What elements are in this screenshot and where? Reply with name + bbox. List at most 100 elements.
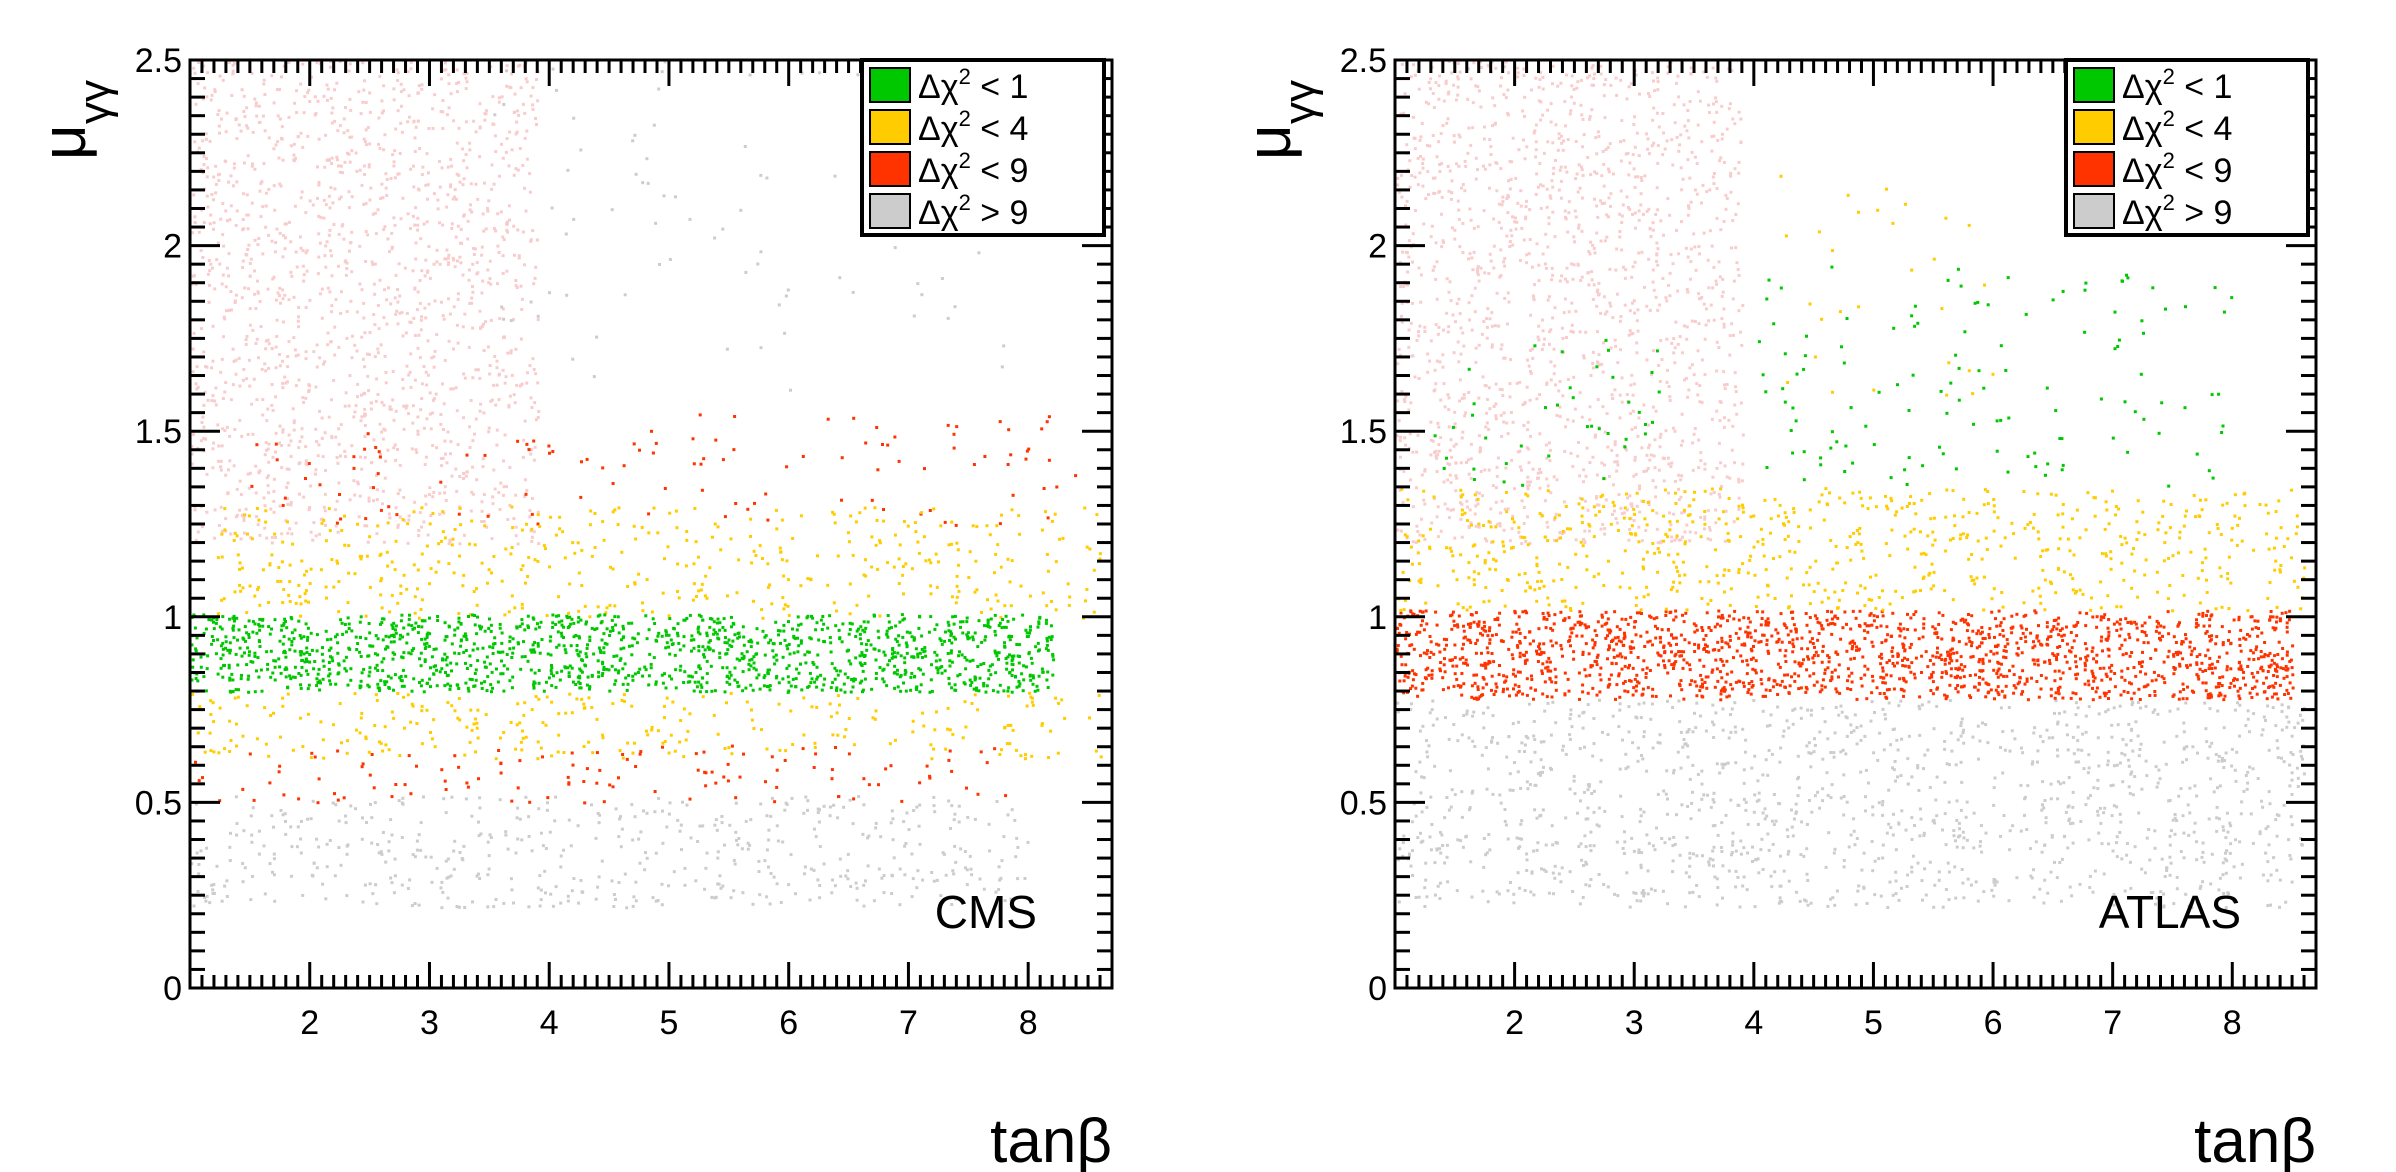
data-point — [307, 600, 310, 604]
data-point — [247, 243, 251, 247]
data-point — [1715, 216, 1719, 220]
data-point — [886, 635, 890, 639]
data-point — [355, 310, 359, 314]
data-point — [779, 550, 783, 554]
data-point — [228, 845, 232, 849]
data-point — [212, 627, 216, 631]
data-point — [1040, 667, 1044, 671]
data-point — [300, 559, 304, 563]
data-point — [641, 609, 645, 613]
data-point — [453, 528, 457, 531]
data-point — [447, 261, 451, 265]
data-point — [203, 437, 207, 441]
data-point — [660, 882, 664, 886]
data-point — [730, 744, 734, 748]
data-point — [488, 833, 492, 837]
data-point — [816, 807, 820, 811]
data-point — [346, 129, 350, 133]
data-point — [1723, 387, 1727, 391]
data-point — [414, 448, 418, 452]
data-point — [349, 299, 353, 303]
data-point — [253, 97, 257, 101]
data-point — [284, 832, 288, 836]
data-point — [524, 492, 528, 496]
data-point — [396, 525, 400, 529]
data-point — [364, 517, 368, 521]
data-point — [910, 635, 914, 639]
data-point — [989, 673, 993, 677]
data-point — [233, 619, 236, 623]
data-point — [401, 378, 405, 381]
data-point — [280, 466, 284, 470]
data-point — [235, 822, 239, 825]
y-axis-title-main: μ — [30, 124, 99, 160]
data-point — [600, 638, 604, 642]
data-point — [471, 326, 475, 330]
data-point — [921, 711, 925, 715]
data-point — [274, 659, 278, 663]
data-point — [560, 669, 564, 673]
data-point — [654, 441, 658, 445]
data-point — [315, 649, 319, 653]
data-point — [247, 358, 251, 362]
data-point — [514, 347, 518, 351]
data-point — [376, 843, 380, 846]
data-point — [287, 61, 291, 64]
data-point — [802, 733, 806, 737]
data-point — [847, 540, 851, 544]
data-point — [264, 204, 268, 208]
data-point — [702, 653, 706, 657]
data-point — [712, 620, 716, 624]
data-point — [220, 357, 224, 361]
data-point — [1063, 716, 1067, 720]
data-point — [471, 376, 475, 380]
data-point — [447, 297, 450, 301]
data-point — [355, 648, 359, 651]
data-point — [410, 649, 414, 652]
x-axis-title: tanβ — [990, 1107, 1112, 1172]
data-point — [706, 645, 710, 649]
data-point — [428, 616, 431, 620]
data-point — [729, 691, 733, 695]
data-point — [392, 640, 396, 644]
data-point — [494, 403, 498, 407]
data-point — [985, 761, 989, 765]
data-point — [417, 625, 420, 628]
data-point — [595, 335, 599, 339]
data-point — [977, 251, 981, 255]
data-point — [484, 227, 488, 231]
data-point — [465, 638, 469, 641]
data-point — [653, 790, 657, 793]
data-point — [641, 601, 644, 605]
data-point — [876, 629, 880, 633]
data-point — [582, 780, 586, 783]
data-point — [348, 160, 352, 164]
data-point — [296, 319, 300, 323]
data-point — [536, 740, 540, 744]
data-point — [716, 856, 720, 860]
data-point — [380, 852, 384, 856]
data-point — [1557, 188, 1561, 192]
data-point — [571, 541, 575, 545]
data-point — [387, 849, 391, 853]
data-point — [315, 365, 319, 369]
data-point — [272, 873, 276, 877]
data-point — [511, 651, 515, 655]
data-point — [584, 652, 588, 656]
data-point — [520, 308, 524, 311]
data-point — [272, 184, 276, 188]
data-point — [665, 696, 669, 700]
data-point — [455, 141, 459, 145]
data-point — [304, 251, 308, 255]
data-point — [529, 529, 533, 533]
data-point — [330, 156, 334, 160]
data-point — [250, 484, 254, 488]
data-point — [536, 642, 540, 645]
data-point — [508, 466, 512, 469]
data-point — [447, 562, 451, 566]
data-point — [246, 248, 250, 251]
data-point — [442, 797, 446, 801]
data-point — [890, 809, 894, 813]
data-point — [442, 68, 446, 72]
data-point — [512, 646, 516, 650]
